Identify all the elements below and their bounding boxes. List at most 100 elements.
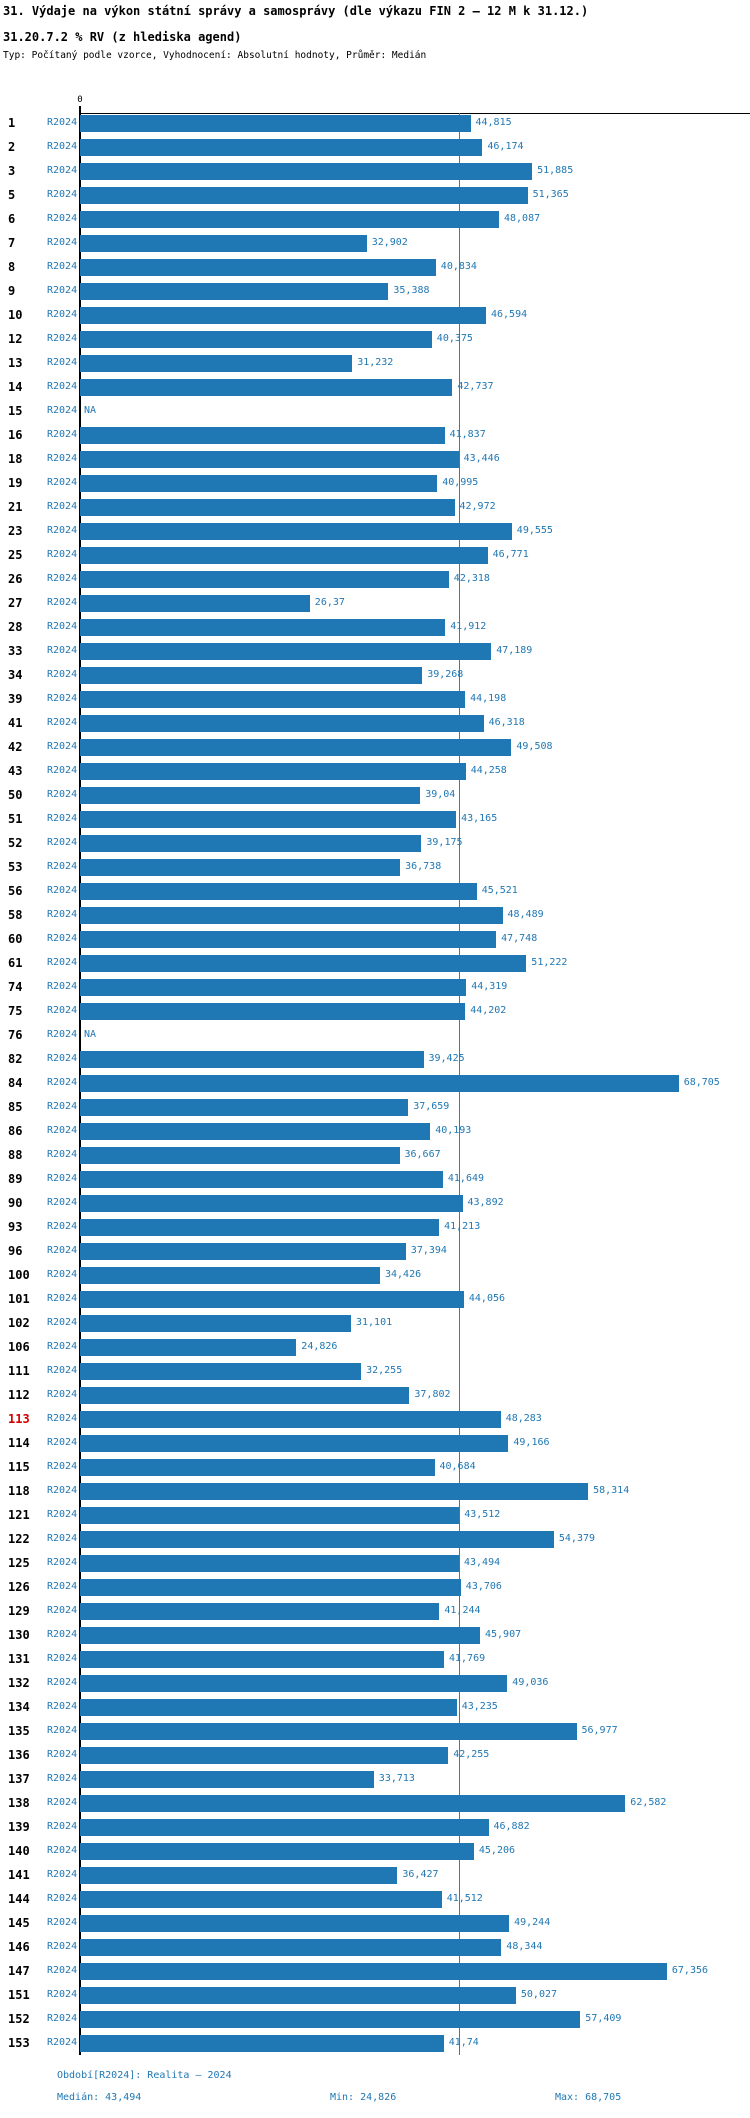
bar-value-label: 48,344	[506, 1941, 543, 1952]
row-id: 132	[8, 1676, 30, 1690]
row-series-label: R2024	[47, 1221, 78, 1232]
row-id: 6	[8, 212, 16, 226]
bar-value-label: 51,222	[531, 957, 568, 968]
row-series-label: R2024	[47, 309, 78, 320]
row-id: 85	[8, 1100, 23, 1114]
row-id: 106	[8, 1340, 30, 1354]
bar-value-label: 40,834	[440, 261, 477, 272]
bar-row: 39 R2024 44,198	[0, 687, 750, 711]
bar	[80, 1867, 398, 1884]
bar-row: 90 R2024 43,892	[0, 1191, 750, 1215]
bar-row: 101 R2024 44,056	[0, 1287, 750, 1311]
bar	[80, 1219, 440, 1236]
row-series-label: R2024	[47, 1389, 78, 1400]
bar-row: 114 R2024 49,166	[0, 1431, 750, 1455]
bar-row: 75 R2024 44,202	[0, 999, 750, 1023]
row-id: 121	[8, 1508, 30, 1522]
row-id: 118	[8, 1484, 30, 1498]
row-id: 53	[8, 860, 23, 874]
bar	[80, 451, 459, 468]
bar-row: 16 R2024 41,837	[0, 423, 750, 447]
bar-value-label: 46,882	[493, 1821, 530, 1832]
bar	[80, 859, 401, 876]
bar-value-label: 49,166	[513, 1437, 550, 1448]
row-series-label: R2024	[47, 1605, 78, 1616]
row-series-label: R2024	[47, 789, 78, 800]
row-series-label: R2024	[47, 1845, 78, 1856]
row-series-label: R2024	[47, 1869, 78, 1880]
bar	[80, 1651, 444, 1668]
bar	[80, 1435, 509, 1452]
bar-row: 26 R2024 42,318	[0, 567, 750, 591]
bar	[80, 1891, 442, 1908]
bar-value-label: 48,087	[504, 213, 541, 224]
row-series-label: R2024	[47, 1029, 78, 1040]
row-id: 122	[8, 1532, 30, 1546]
bar-value-label: 43,235	[461, 1701, 498, 1712]
bar-value-label: 35,388	[393, 285, 430, 296]
row-series-label: R2024	[47, 1677, 78, 1688]
row-series-label: R2024	[47, 261, 78, 272]
bar-value-label: 43,512	[464, 1509, 501, 1520]
bar	[80, 1483, 589, 1500]
bar-value-label: 41,912	[450, 621, 487, 632]
bar-row: 28 R2024 41,912	[0, 615, 750, 639]
row-series-label: R2024	[47, 213, 78, 224]
row-series-label: R2024	[47, 1125, 78, 1136]
row-series-label: R2024	[47, 285, 78, 296]
footer-min: Min: 24,826	[330, 2092, 397, 2103]
row-id: 152	[8, 2012, 30, 2026]
row-id: 18	[8, 452, 23, 466]
bar-value-label: 46,594	[491, 309, 528, 320]
row-id: 56	[8, 884, 23, 898]
row-series-label: R2024	[47, 1941, 78, 1952]
bar-row: 3 R2024 51,885	[0, 159, 750, 183]
row-id: 134	[8, 1700, 30, 1714]
row-id: 15	[8, 404, 23, 418]
bar-row: 132 R2024 49,036	[0, 1671, 750, 1695]
bar-row: 7 R2024 32,902	[0, 231, 750, 255]
bar	[80, 1507, 460, 1524]
bar-row: 43 R2024 44,258	[0, 759, 750, 783]
bar	[80, 1939, 502, 1956]
row-series-label: R2024	[47, 717, 78, 728]
bar-row: 13 R2024 31,232	[0, 351, 750, 375]
bar-value-label: 68,705	[683, 1077, 720, 1088]
bar-value-label: 44,056	[468, 1293, 506, 1304]
bar-row: 113 R2024 48,283	[0, 1407, 750, 1431]
bar-value-label: 45,206	[478, 1845, 516, 1856]
bar	[80, 499, 455, 516]
bar-value-label: 45,521	[481, 885, 518, 896]
bar-value-label: 42,972	[459, 501, 496, 512]
bar	[80, 811, 457, 828]
bar-value-label: 42,737	[457, 381, 494, 392]
bar-value-label: 44,815	[475, 117, 512, 128]
bar	[80, 1723, 577, 1740]
row-series-label: R2024	[47, 981, 78, 992]
bar-row: 153 R2024 41,74	[0, 2031, 750, 2055]
row-id: 88	[8, 1148, 23, 1162]
row-id: 52	[8, 836, 23, 850]
bar	[80, 1195, 463, 1212]
row-series-label: R2024	[47, 1773, 78, 1784]
row-series-label: R2024	[47, 1413, 78, 1424]
bar-value-label: 41,213	[444, 1221, 481, 1232]
bar-value-label: 58,314	[593, 1485, 630, 1496]
bar-row: 102 R2024 31,101	[0, 1311, 750, 1335]
row-series-label: R2024	[47, 1653, 78, 1664]
row-id: 130	[8, 1628, 30, 1642]
bar-value-label: 50,027	[520, 1989, 558, 2000]
bar-row: 85 R2024 37,659	[0, 1095, 750, 1119]
bar	[80, 619, 446, 636]
row-series-label: R2024	[47, 861, 78, 872]
bar	[80, 1051, 424, 1068]
bar-row: 61 R2024 51,222	[0, 951, 750, 975]
bar-row: 126 R2024 43,706	[0, 1575, 750, 1599]
bar	[80, 1339, 297, 1356]
bar-value-label: 41,244	[444, 1605, 481, 1616]
bar	[80, 427, 445, 444]
row-id: 76	[8, 1028, 23, 1042]
bar-value-label: 26,37	[314, 597, 345, 608]
bar	[80, 331, 432, 348]
bar-value-label: 39,04	[425, 789, 456, 800]
